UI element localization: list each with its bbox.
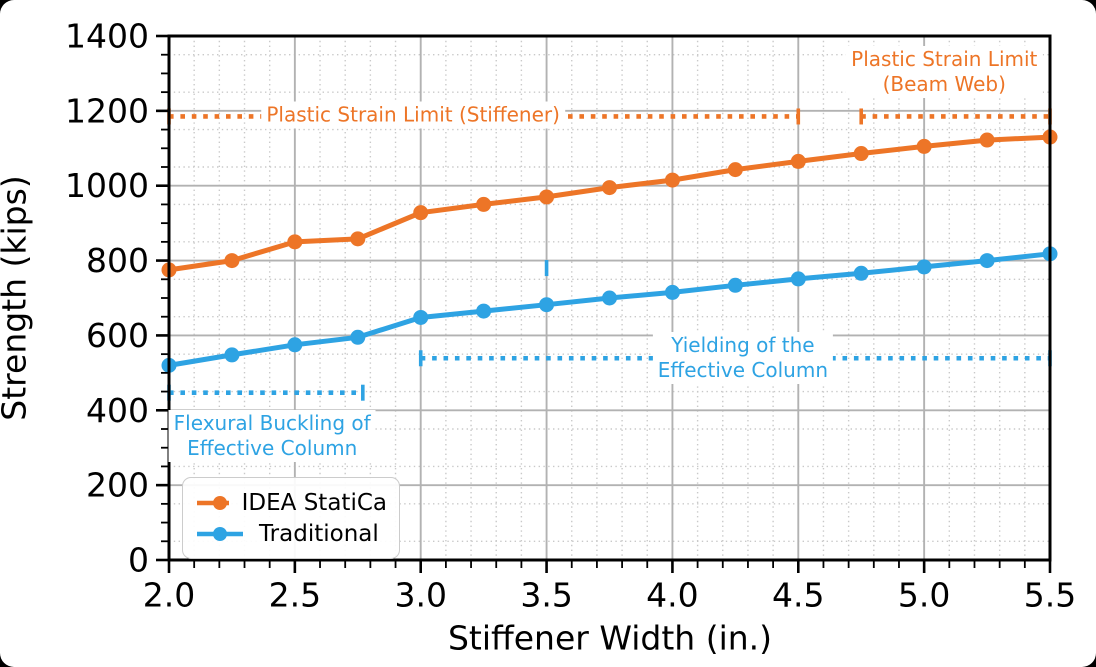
legend-label: Traditional bbox=[259, 520, 379, 547]
data-point-marker bbox=[476, 303, 492, 319]
data-point-marker bbox=[853, 146, 869, 162]
data-point-marker bbox=[916, 259, 932, 275]
x-tick-label: 2.0 bbox=[143, 576, 195, 615]
legend-item-idea-statica: IDEA StatiCa bbox=[194, 487, 387, 518]
x-tick-label: 5.5 bbox=[1024, 576, 1076, 615]
data-point-marker bbox=[476, 196, 492, 212]
legend-item-traditional: Traditional bbox=[194, 518, 387, 549]
data-point-marker bbox=[350, 329, 366, 345]
x-tick-label: 3.5 bbox=[520, 576, 572, 615]
data-point-marker bbox=[602, 180, 617, 196]
annotation-plastic-strain-limit-beam-web: Plastic Strain Limit (Beam Web) bbox=[846, 46, 1043, 99]
x-tick-label: 3.0 bbox=[394, 576, 446, 615]
y-tick-label: 0 bbox=[128, 541, 149, 580]
data-point-marker bbox=[413, 309, 429, 325]
series-traditional bbox=[161, 246, 1058, 373]
data-point-marker bbox=[979, 132, 995, 148]
data-point-marker bbox=[790, 271, 806, 287]
data-point-marker bbox=[664, 172, 680, 188]
data-point-marker bbox=[539, 189, 555, 205]
y-tick-label: 200 bbox=[86, 466, 149, 505]
legend-sample-line-icon bbox=[197, 526, 243, 541]
data-point-marker bbox=[413, 205, 429, 221]
axis-tick-labels: 2.0 2.5 3.0 3.5 4.0 4.5 5.0 5.5 0 200 400 600 800 100… bbox=[65, 17, 1076, 615]
x-tick-label: 4.5 bbox=[772, 576, 824, 615]
series-idea-statica bbox=[161, 129, 1058, 278]
data-point-marker bbox=[287, 234, 303, 250]
annotation-yielding-effective-column: Yielding of the Effective Column bbox=[652, 331, 834, 384]
limit-line bbox=[167, 384, 365, 401]
x-tick-label: 2.5 bbox=[269, 576, 321, 615]
data-point-marker bbox=[916, 138, 932, 154]
axes-spines bbox=[167, 34, 1052, 562]
legend-label: IDEA StatiCa bbox=[241, 489, 387, 516]
y-axis-label: Strength (kips) bbox=[0, 175, 34, 421]
data-point-marker bbox=[664, 284, 680, 300]
y-tick-label: 1000 bbox=[65, 166, 149, 205]
data-point-marker bbox=[224, 347, 240, 363]
axis-ticks bbox=[156, 34, 1052, 573]
data-point-marker bbox=[224, 253, 240, 269]
limit-lines bbox=[167, 108, 1052, 401]
y-tick-label: 1200 bbox=[65, 91, 149, 130]
data-point-marker bbox=[853, 265, 869, 281]
x-axis-label: Stiffener Width (in.) bbox=[447, 618, 773, 658]
y-tick-label: 600 bbox=[86, 316, 149, 355]
y-tick-label: 1400 bbox=[65, 17, 149, 56]
data-point-marker bbox=[727, 277, 743, 293]
data-point-marker bbox=[287, 337, 303, 353]
y-tick-label: 400 bbox=[86, 391, 149, 430]
data-point-marker bbox=[350, 231, 366, 247]
x-tick-label: 4.0 bbox=[646, 576, 698, 615]
annotation-flexural-buckling-effective-column: Flexural Buckling of Effective Column bbox=[168, 410, 376, 463]
x-tick-label: 5.0 bbox=[898, 576, 950, 615]
legend-sample-line-icon bbox=[197, 495, 229, 510]
annotation-plastic-strain-limit-stiffener: Plastic Strain Limit (Stiffener) bbox=[261, 101, 565, 129]
data-point-marker bbox=[539, 297, 555, 313]
data-point-marker bbox=[790, 153, 806, 169]
y-tick-label: 800 bbox=[86, 241, 149, 280]
legend: IDEA StatiCa Traditional bbox=[182, 477, 400, 559]
data-point-marker bbox=[979, 253, 995, 269]
data-point-marker bbox=[727, 162, 743, 178]
data-point-marker bbox=[602, 290, 617, 306]
